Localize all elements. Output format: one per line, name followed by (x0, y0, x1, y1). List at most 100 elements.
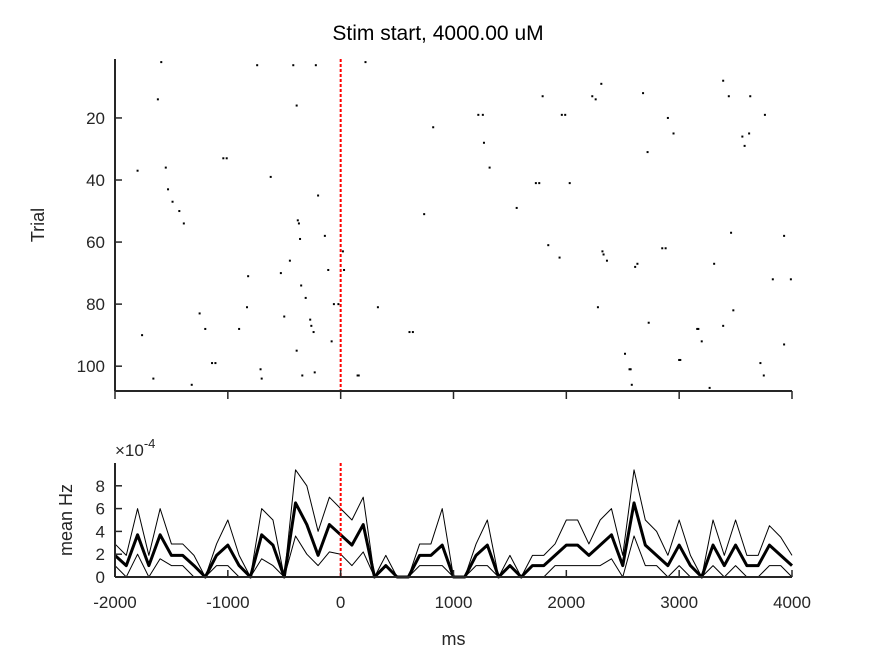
spike-mark (749, 95, 752, 98)
spike-mark (558, 256, 561, 259)
psth-x-tick-label: -2000 (93, 593, 136, 612)
spike-mark (160, 61, 163, 64)
raster-panel: 20 40 60 80 100 Trial (28, 59, 793, 399)
spike-mark (317, 194, 320, 197)
raster-y-tick-label: 60 (86, 233, 105, 252)
spike-mark (727, 95, 730, 98)
spike-mark (515, 206, 518, 209)
spike-mark (722, 324, 725, 327)
spike-mark (696, 327, 699, 330)
raster-y-tick-label: 40 (86, 171, 105, 190)
spike-mark (423, 213, 426, 216)
spike-mark (204, 327, 207, 330)
psth-axes: 0 2 4 6 8 -2000 -1000 0 1000 2000 3000 4000 (93, 463, 811, 612)
spike-mark (482, 141, 485, 144)
psth-y-tick-label: 4 (96, 522, 105, 541)
spike-mark (136, 169, 139, 172)
spike-mark (601, 250, 604, 253)
spike-mark (269, 175, 272, 178)
figure-title: Stim start, 4000.00 uM (332, 22, 543, 45)
raster-axes: 20 40 60 80 100 (77, 59, 793, 399)
spike-mark (279, 272, 282, 275)
psth-y-exponent-power: -4 (144, 436, 156, 451)
spike-mark (547, 244, 550, 247)
spike-mark (713, 262, 716, 265)
spike-mark (594, 98, 597, 101)
psth-x-tick-label: 3000 (660, 593, 698, 612)
spike-mark (600, 82, 603, 85)
spike-mark (697, 327, 700, 330)
raster-spikes (114, 61, 792, 389)
spike-mark (629, 368, 632, 371)
spike-mark (664, 247, 667, 250)
spike-mark (256, 64, 259, 67)
spike-mark (672, 132, 675, 135)
spike-mark (376, 306, 379, 309)
spike-mark (748, 132, 751, 135)
spike-mark (156, 98, 159, 101)
spike-mark (152, 377, 155, 380)
spike-mark (602, 253, 605, 256)
spike-mark (225, 157, 228, 160)
psth-y-exponent: ×10-4 (115, 436, 155, 460)
spike-mark (642, 92, 645, 95)
spike-mark (646, 151, 649, 154)
spike-mark (596, 306, 599, 309)
spike-mark (636, 262, 639, 265)
spike-mark (141, 334, 144, 337)
psth-series (113, 469, 794, 579)
spike-mark (337, 303, 340, 306)
psth-y-axis-label: mean Hz (56, 484, 76, 556)
psth-x-tick-label: 2000 (547, 593, 585, 612)
psth-y-tick-label: 6 (96, 500, 105, 519)
spike-mark (327, 268, 330, 271)
spike-mark (488, 166, 491, 169)
spike-mark (312, 331, 315, 334)
spike-mark (301, 374, 304, 377)
spike-mark (568, 182, 571, 185)
spike-mark (411, 331, 414, 334)
spike-mark (647, 321, 650, 324)
spike-mark (283, 315, 286, 318)
spike-mark (730, 231, 733, 234)
spike-mark (211, 362, 214, 365)
spike-mark (605, 259, 608, 262)
spike-mark (783, 234, 786, 237)
spike-mark (762, 374, 765, 377)
spike-mark (309, 318, 312, 321)
spike-mark (666, 116, 669, 119)
spike-mark (238, 327, 241, 330)
spike-mark (313, 371, 316, 374)
spike-mark (288, 259, 291, 262)
spike-mark (356, 374, 359, 377)
spike-mark (364, 61, 367, 64)
spike-mark (534, 182, 537, 185)
spike-mark (732, 309, 735, 312)
spike-mark (759, 362, 762, 365)
spike-mark (678, 358, 681, 361)
raster-y-tick-label: 80 (86, 295, 105, 314)
spike-mark (789, 278, 792, 281)
psth-panel: 0 2 4 6 8 -2000 -1000 0 1000 2000 3000 4000 mean Hz… (56, 436, 811, 649)
spike-mark (295, 349, 298, 352)
psth-x-tick-label: 4000 (773, 593, 811, 612)
spike-mark (259, 368, 262, 371)
spike-mark (541, 95, 544, 98)
spike-mark (260, 377, 263, 380)
spike-mark (246, 306, 249, 309)
spike-mark (222, 157, 225, 160)
spike-mark (164, 166, 167, 169)
psth-x-axis-label: ms (442, 629, 466, 649)
spike-mark (343, 268, 346, 271)
spike-mark (304, 296, 307, 299)
spike-mark (190, 383, 193, 386)
spike-mark (295, 104, 298, 107)
spike-mark (771, 278, 774, 281)
psth-y-exponent-base: ×10 (115, 441, 144, 460)
spike-mark (297, 222, 300, 225)
spike-mark (763, 113, 766, 116)
spike-mark (178, 210, 181, 213)
spike-mark (743, 144, 746, 147)
spike-mark (708, 386, 711, 389)
